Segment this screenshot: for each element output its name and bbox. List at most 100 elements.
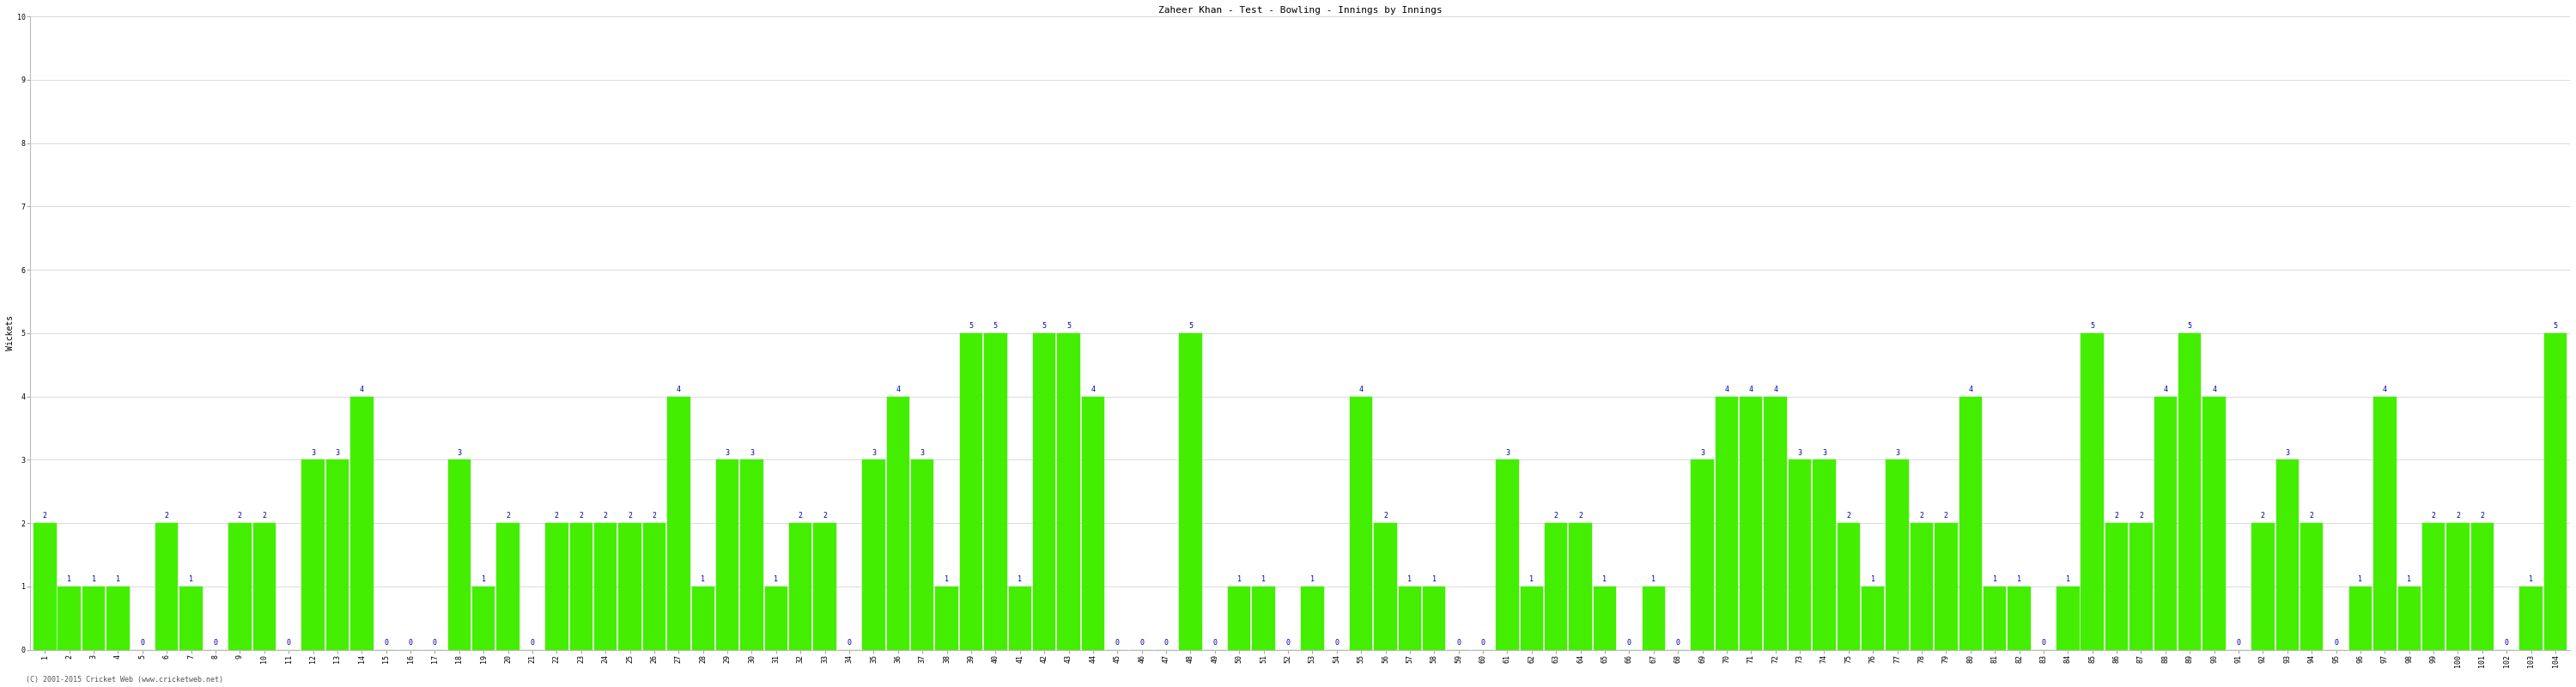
Text: 0: 0 [1334, 639, 1340, 646]
Text: 2: 2 [580, 512, 582, 520]
Text: 1: 1 [1870, 576, 1875, 583]
Text: (C) 2001-2015 Cricket Web (www.cricketweb.net): (C) 2001-2015 Cricket Web (www.cricketwe… [26, 676, 224, 684]
Bar [2081, 333, 2105, 650]
Text: 2: 2 [1919, 512, 1924, 520]
Bar [1422, 586, 1445, 650]
Bar [57, 586, 80, 650]
Bar [2130, 523, 2154, 650]
Bar [1301, 586, 1324, 650]
Text: 4: 4 [896, 385, 899, 393]
Text: 1: 1 [1018, 576, 1023, 583]
Bar [1984, 586, 2007, 650]
Bar [739, 460, 762, 650]
Text: 0: 0 [139, 639, 144, 646]
Bar [2202, 396, 2226, 650]
Text: 0: 0 [214, 639, 219, 646]
Bar [618, 523, 641, 650]
Text: 1: 1 [482, 576, 487, 583]
Bar [1546, 523, 1566, 650]
Text: 0: 0 [1164, 639, 1170, 646]
Bar [569, 523, 592, 650]
Bar [448, 460, 471, 650]
Bar [1862, 586, 1883, 650]
Text: 4: 4 [2164, 385, 2166, 393]
Bar [2545, 333, 2566, 650]
Text: 4: 4 [1968, 385, 1973, 393]
Bar [984, 333, 1007, 650]
Bar [106, 586, 129, 650]
Text: 1: 1 [67, 576, 72, 583]
Text: 0: 0 [2236, 639, 2241, 646]
Bar [471, 586, 495, 650]
Bar [2421, 523, 2445, 650]
Bar [1180, 333, 1203, 650]
Text: 4: 4 [1749, 385, 1754, 393]
Text: 2: 2 [505, 512, 510, 520]
Text: 0: 0 [848, 639, 853, 646]
Text: 5: 5 [2089, 322, 2094, 330]
Bar [1886, 460, 1909, 650]
Text: 5: 5 [1188, 322, 1193, 330]
Title: Zaheer Khan - Test - Bowling - Innings by Innings: Zaheer Khan - Test - Bowling - Innings b… [1159, 6, 1443, 14]
Text: 0: 0 [2334, 639, 2339, 646]
Text: 3: 3 [456, 449, 461, 456]
Bar [1252, 586, 1275, 650]
Text: 0: 0 [1628, 639, 1631, 646]
Bar [2277, 460, 2298, 650]
Text: 1: 1 [1236, 576, 1242, 583]
Bar [1010, 586, 1030, 650]
Text: 3: 3 [871, 449, 876, 456]
Bar [1765, 396, 1788, 650]
Text: 2: 2 [2481, 512, 2483, 520]
Text: 2: 2 [629, 512, 631, 520]
Bar [1373, 523, 1396, 650]
Bar [229, 523, 252, 650]
Text: 3: 3 [312, 449, 314, 456]
Text: 1: 1 [773, 576, 778, 583]
Text: 1: 1 [2530, 576, 2532, 583]
Bar [1520, 586, 1543, 650]
Text: 2: 2 [44, 512, 46, 520]
Bar [1716, 396, 1739, 650]
Text: 1: 1 [2017, 576, 2022, 583]
Bar [863, 460, 886, 650]
Bar [2349, 586, 2372, 650]
Bar [1788, 460, 1811, 650]
Text: 3: 3 [1504, 449, 1510, 456]
Bar [2056, 586, 2079, 650]
Bar [1643, 586, 1664, 650]
Text: 2: 2 [1553, 512, 1558, 520]
Text: 1: 1 [1530, 576, 1533, 583]
Text: 3: 3 [1896, 449, 1899, 456]
Text: 5: 5 [969, 322, 974, 330]
Text: 4: 4 [1772, 385, 1777, 393]
Text: 0: 0 [1455, 639, 1461, 646]
Text: 0: 0 [1285, 639, 1291, 646]
Text: 1: 1 [93, 576, 95, 583]
Bar [2251, 523, 2275, 650]
Bar [693, 586, 714, 650]
Text: 0: 0 [1139, 639, 1144, 646]
Text: 3: 3 [1700, 449, 1705, 456]
Text: 2: 2 [1383, 512, 1388, 520]
Text: 3: 3 [750, 449, 755, 456]
Text: 0: 0 [2504, 639, 2509, 646]
Bar [1569, 523, 1592, 650]
Bar [1911, 523, 1932, 650]
Text: 1: 1 [2357, 576, 2362, 583]
Text: 2: 2 [1579, 512, 1582, 520]
Bar [716, 460, 739, 650]
Text: 0: 0 [2040, 639, 2045, 646]
Text: 2: 2 [652, 512, 657, 520]
Text: 2: 2 [1945, 512, 1947, 520]
Text: 2: 2 [237, 512, 242, 520]
Text: 2: 2 [2262, 512, 2264, 520]
Bar [765, 586, 788, 650]
Bar [2300, 523, 2324, 650]
Text: 1: 1 [1432, 576, 1437, 583]
Text: 1: 1 [1262, 576, 1265, 583]
Text: 2: 2 [603, 512, 608, 520]
Bar [1082, 396, 1105, 650]
Text: 2: 2 [2455, 512, 2460, 520]
Text: 0: 0 [286, 639, 291, 646]
